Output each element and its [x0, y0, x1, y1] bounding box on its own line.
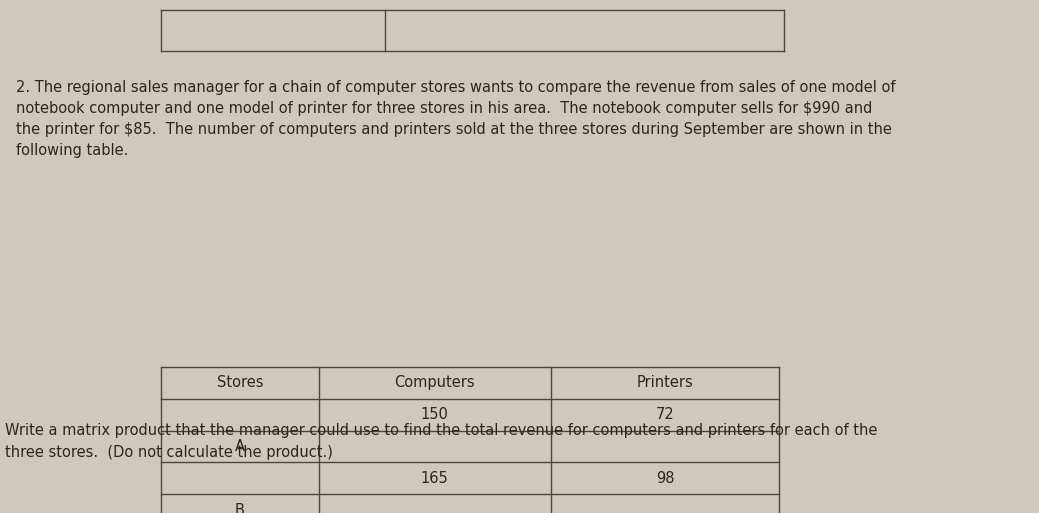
- Text: Stores: Stores: [216, 375, 263, 390]
- Text: 150: 150: [421, 407, 449, 422]
- Text: Printers: Printers: [637, 375, 693, 390]
- Text: Write a matrix product that the manager could use to find the total revenue for : Write a matrix product that the manager …: [5, 423, 878, 461]
- Text: 2. The regional sales manager for a chain of computer stores wants to compare th: 2. The regional sales manager for a chai…: [16, 80, 895, 157]
- Text: A: A: [235, 439, 245, 454]
- Bar: [161, 367, 779, 513]
- Text: B: B: [235, 503, 245, 513]
- Text: Computers: Computers: [394, 375, 475, 390]
- Text: 165: 165: [421, 471, 449, 486]
- Text: 72: 72: [656, 407, 674, 422]
- Text: 98: 98: [656, 471, 674, 486]
